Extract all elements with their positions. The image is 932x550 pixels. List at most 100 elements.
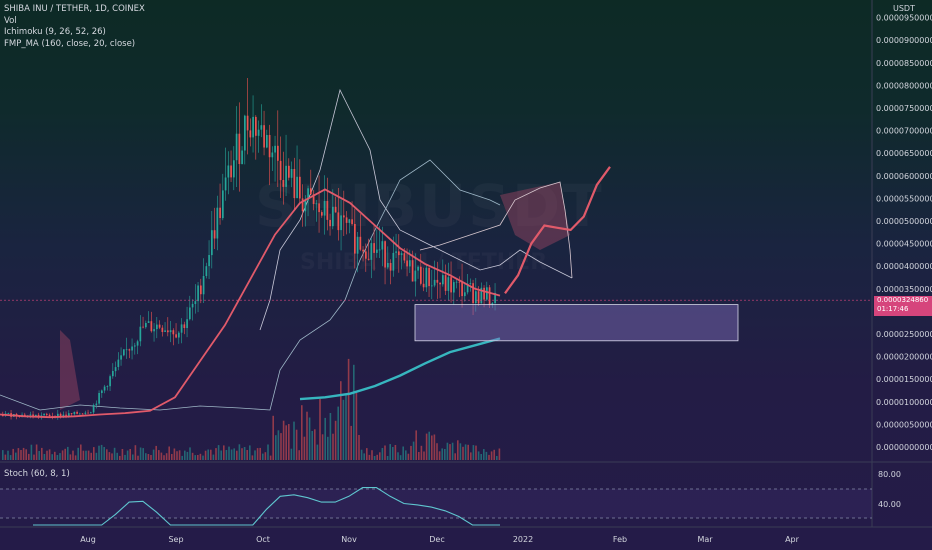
candle-body <box>125 349 128 351</box>
volume-bar <box>15 452 17 460</box>
candle-body <box>266 135 268 148</box>
volume-bar <box>428 431 430 460</box>
candle-body <box>274 145 276 153</box>
price-tick: 0.0000800000 <box>876 81 932 90</box>
volume-bar <box>64 448 66 460</box>
volume-bar <box>77 447 79 460</box>
volume-bar <box>477 451 480 460</box>
volume-bar <box>373 456 376 460</box>
legend-ma[interactable]: FMP_MA (160, close, 20, close) <box>4 38 136 49</box>
volume-bar <box>446 442 449 460</box>
candle-body <box>158 324 161 328</box>
volume-bar <box>43 454 46 460</box>
candle-body <box>123 349 125 356</box>
time-tick: Mar <box>697 535 713 544</box>
volume-bar <box>345 394 347 460</box>
time-tick: Nov <box>341 535 357 544</box>
price-tick: 0.0000250000 <box>876 330 932 339</box>
candle-body <box>164 330 166 332</box>
volume-bar <box>282 420 285 460</box>
time-axis[interactable]: Aug Sep Oct Nov Dec 2022 Feb Mar Apr <box>80 535 799 544</box>
candle-body <box>488 287 491 306</box>
candle-body <box>307 188 309 201</box>
volume-bar <box>402 446 404 460</box>
legend-ichimoku[interactable]: Ichimoku (9, 26, 52, 26) <box>4 27 106 37</box>
ichimoku-cloud <box>0 88 573 411</box>
candle-body <box>257 129 260 136</box>
candle-body <box>189 307 191 320</box>
volume-bar <box>12 448 14 460</box>
volume-bar <box>444 449 446 460</box>
candle-body <box>103 386 106 391</box>
stoch-line <box>33 487 500 526</box>
volume-bar <box>480 454 482 460</box>
indicator-lines <box>0 166 611 419</box>
candle-body <box>359 236 362 250</box>
candle-body <box>178 332 180 338</box>
candle-body <box>433 279 436 286</box>
candle-body <box>373 243 375 253</box>
price-tick: 0.0000850000 <box>876 59 932 68</box>
candle-body <box>238 133 241 164</box>
legend-stoch[interactable]: Stoch (60, 8, 1) <box>4 469 70 479</box>
last-price-label: 0.0000324860 01:17:46 <box>874 296 932 316</box>
volume-bar <box>85 450 87 460</box>
candle-body <box>455 281 458 283</box>
time-tick: Sep <box>168 535 183 544</box>
ma-red-line <box>0 188 501 419</box>
volume-bar <box>67 446 69 460</box>
volume-bar <box>355 393 358 460</box>
candle-body <box>334 206 337 213</box>
volume-bar <box>324 417 326 460</box>
volume-bar <box>358 435 360 460</box>
volume-bar <box>243 447 246 460</box>
volume-bar <box>285 425 287 460</box>
volume-bar <box>80 444 82 460</box>
volume-bar <box>308 417 311 460</box>
volume-bar <box>470 452 472 460</box>
candle-body <box>290 169 293 178</box>
volume-bar <box>38 451 40 460</box>
volume-bar <box>163 455 165 460</box>
volume-bar <box>184 450 186 460</box>
volume-bar <box>381 448 384 460</box>
price-axis[interactable]: 0.0000000000 0.0000050000 0.0000100000 0.00… <box>876 14 932 452</box>
stoch-tick-80: 80.00 <box>878 470 901 479</box>
candle-body <box>442 275 444 285</box>
candle-body <box>268 135 271 158</box>
candle-body <box>186 319 188 328</box>
volume-bar <box>4 454 7 460</box>
volume-bar <box>35 444 38 460</box>
volume-bar <box>389 444 391 460</box>
volume-bar <box>259 447 261 460</box>
candle-body <box>310 188 312 195</box>
candle-body <box>469 283 472 284</box>
candle-body <box>376 249 378 253</box>
candle-body <box>84 412 87 414</box>
candle-body <box>246 115 249 131</box>
volume-bar <box>204 450 207 460</box>
volume-bar <box>168 446 170 460</box>
candle-body <box>260 125 263 130</box>
candle-body <box>252 116 254 138</box>
ichimoku-lagging <box>0 159 501 411</box>
volume-bar <box>220 450 222 460</box>
candle-body <box>409 260 411 267</box>
volume-bar <box>371 450 373 460</box>
price-tick: 0.0000150000 <box>876 375 932 384</box>
candle-body <box>249 130 252 138</box>
symbol-title[interactable]: SHIBA INU / TETHER, 1D, COINEX <box>4 4 145 14</box>
time-tick: Aug <box>80 535 96 544</box>
volume-bar <box>459 443 462 460</box>
candle-body <box>79 413 81 415</box>
legend-volume[interactable]: Vol <box>4 15 17 26</box>
volume-bar <box>290 448 293 460</box>
candle-body <box>447 277 450 291</box>
volume-bar <box>454 453 456 460</box>
volume-bar <box>321 434 324 460</box>
volume-bar <box>2 450 4 460</box>
ma-teal-line <box>299 337 501 401</box>
candle-body <box>101 390 103 393</box>
